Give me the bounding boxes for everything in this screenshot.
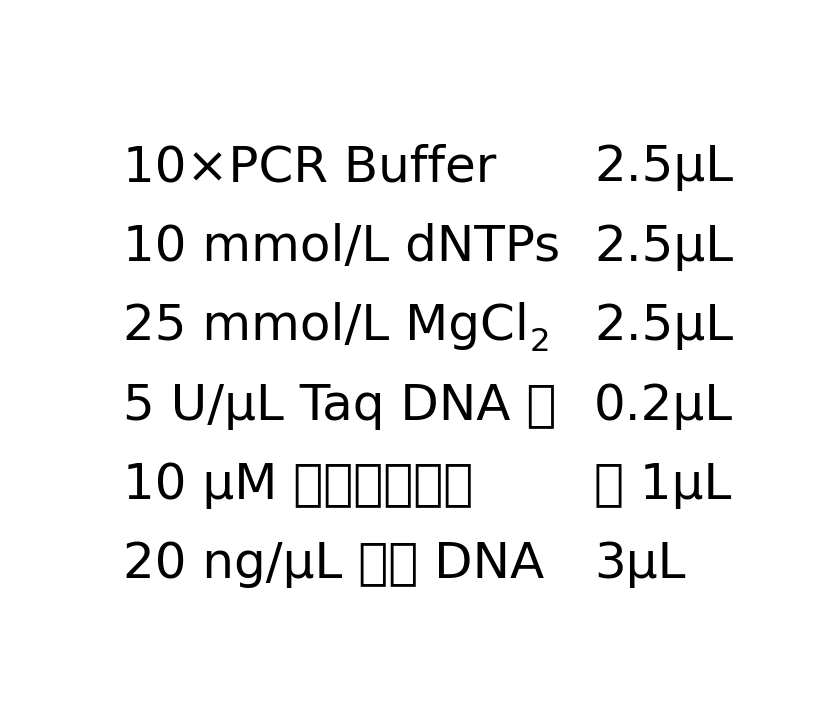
Text: 0.2μL: 0.2μL — [594, 382, 733, 430]
Text: 各 1μL: 各 1μL — [594, 461, 731, 509]
Text: 2: 2 — [529, 328, 550, 359]
Text: 2.5μL: 2.5μL — [594, 143, 733, 191]
Text: 10×PCR Buffer: 10×PCR Buffer — [123, 143, 497, 191]
Text: 2.5μL: 2.5μL — [594, 223, 733, 271]
Text: 10 μM 上、下游引物: 10 μM 上、下游引物 — [123, 461, 473, 509]
Text: 20 ng/μL 模板 DNA: 20 ng/μL 模板 DNA — [123, 541, 545, 588]
Text: 5 U/μL Taq DNA 酶: 5 U/μL Taq DNA 酶 — [123, 382, 557, 430]
Text: 25 mmol/L MgCl: 25 mmol/L MgCl — [123, 302, 529, 350]
Text: 10 mmol/L dNTPs: 10 mmol/L dNTPs — [123, 223, 561, 271]
Text: 3μL: 3μL — [594, 541, 686, 588]
Text: 2.5μL: 2.5μL — [594, 302, 733, 350]
